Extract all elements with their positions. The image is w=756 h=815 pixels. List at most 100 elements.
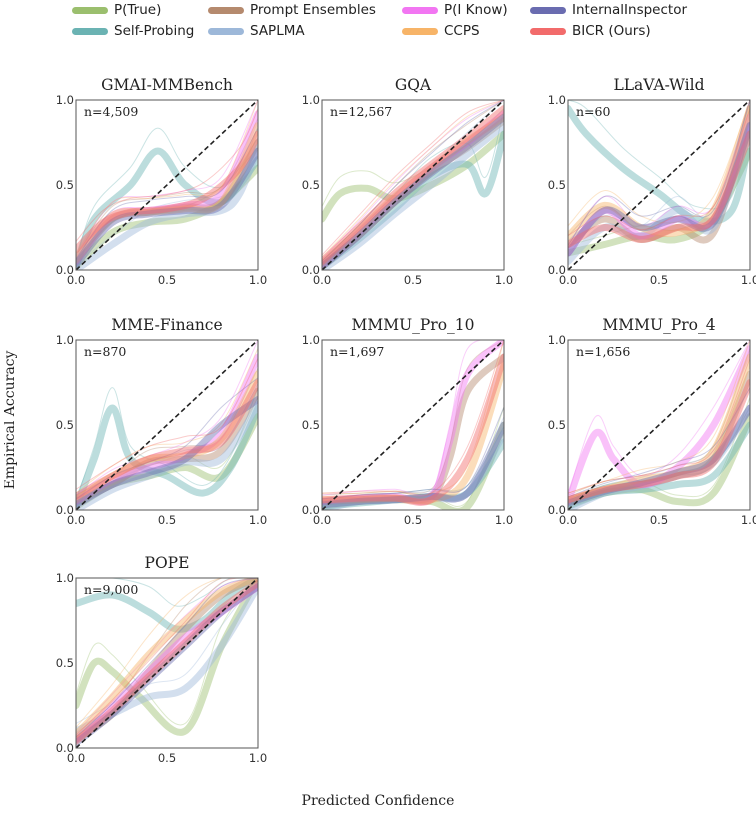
series-line — [568, 404, 750, 507]
plot-frame — [75, 577, 259, 749]
legend-label: P(I Know) — [444, 2, 508, 18]
legend-label: BICR (Ours) — [572, 23, 651, 39]
y-tick-label: 0.0 — [56, 263, 74, 277]
y-tick-label: 1.0 — [548, 93, 566, 107]
series-thin-line — [76, 578, 258, 734]
series-thin-line — [322, 406, 504, 507]
series-line — [322, 122, 504, 270]
series-thin-line — [568, 100, 750, 210]
diagonal-reference — [75, 99, 259, 271]
y-tick-label: 0.5 — [56, 178, 74, 192]
series-group — [322, 100, 504, 270]
panel-title: MME-Finance — [111, 316, 222, 334]
y-axis-label-container: Empirical Accuracy — [2, 300, 24, 540]
legend-item: CCPS — [402, 23, 480, 39]
y-tick-label: 0.5 — [548, 178, 566, 192]
series-line — [322, 353, 504, 505]
legend-item: P(I Know) — [402, 2, 508, 18]
series-thin-line — [322, 340, 504, 496]
series-line — [568, 413, 750, 509]
diagonal-reference — [75, 339, 259, 511]
series-thin-line — [322, 100, 504, 266]
series-line — [76, 578, 258, 743]
y-tick-label: 0.5 — [56, 656, 74, 670]
series-line — [568, 122, 750, 265]
series-thin-line — [568, 100, 750, 236]
series-thin-line — [322, 340, 504, 497]
x-tick-label: 1.0 — [495, 513, 513, 527]
series-thin-line — [322, 340, 504, 496]
series-line — [76, 379, 258, 500]
y-tick-label: 1.0 — [548, 333, 566, 347]
series-thin-line — [568, 387, 750, 506]
x-tick-label: 0.0 — [67, 513, 85, 527]
legend-swatch — [72, 27, 108, 35]
diagonal-reference — [75, 577, 259, 749]
x-tick-label: 0.5 — [158, 273, 176, 287]
sample-count-label: n=1,656 — [576, 344, 630, 359]
series-line — [76, 130, 258, 254]
series-line — [322, 113, 504, 267]
panel-title: GMAI-MMBench — [101, 76, 233, 94]
legend-item: Self-Probing — [72, 23, 194, 39]
x-tick-label: 1.0 — [741, 273, 756, 287]
diagonal-reference — [321, 339, 505, 511]
series-line — [76, 147, 258, 270]
y-tick-label: 0.0 — [548, 503, 566, 517]
series-thin-line — [76, 578, 258, 736]
y-tick-label: 0.5 — [548, 418, 566, 432]
series-line — [568, 370, 750, 505]
x-tick-label: 0.0 — [559, 513, 577, 527]
series-thin-line — [76, 118, 258, 256]
series-group — [568, 100, 750, 265]
series-thin-line — [568, 340, 750, 496]
plot-frame — [75, 99, 259, 271]
x-tick-label: 0.0 — [67, 751, 85, 765]
series-thin-line — [568, 127, 750, 246]
series-thin-line — [568, 340, 750, 494]
series-line — [568, 105, 750, 240]
panel: MME-Finance n=870 0.0 0.5 1.0 0.0 0.5 1.0 — [56, 316, 267, 527]
series-thin-line — [76, 578, 258, 734]
diagonal-reference — [567, 339, 751, 511]
series-thin-line — [76, 127, 258, 260]
series-line — [322, 340, 504, 506]
x-tick-label: 1.0 — [495, 273, 513, 287]
legend-item: BICR (Ours) — [530, 23, 651, 39]
series-line — [76, 122, 258, 264]
series-line — [322, 430, 504, 510]
series-line — [322, 438, 504, 510]
plot-frame — [567, 99, 751, 271]
series-group — [76, 340, 258, 510]
x-tick-label: 0.0 — [313, 273, 331, 287]
series-thin-line — [76, 578, 258, 724]
series-thin-line — [76, 108, 258, 242]
series-thin-line — [568, 100, 750, 256]
legend-label: InternalInspector — [572, 2, 688, 18]
series-thin-line — [76, 377, 258, 500]
series-thin-line — [322, 100, 504, 262]
series-line — [76, 144, 258, 270]
y-tick-label: 1.0 — [56, 571, 74, 585]
series-thin-line — [568, 387, 750, 498]
panel-title: MMMU_Pro_10 — [351, 316, 474, 334]
panel-title: LLaVA-Wild — [613, 76, 704, 94]
x-tick-label: 0.5 — [650, 273, 668, 287]
series-line — [76, 413, 258, 510]
y-tick-label: 0.5 — [56, 418, 74, 432]
series-line — [76, 404, 258, 510]
series-group — [322, 340, 504, 510]
series-line — [76, 578, 258, 738]
series-thin-line — [322, 108, 504, 262]
series-thin-line — [568, 100, 750, 246]
y-tick-label: 0.0 — [302, 503, 320, 517]
x-tick-label: 0.5 — [650, 513, 668, 527]
series-thin-line — [322, 100, 504, 262]
series-thin-line — [76, 367, 258, 496]
series-group — [568, 340, 750, 510]
series-line — [76, 578, 258, 633]
x-tick-label: 0.5 — [158, 751, 176, 765]
series-thin-line — [76, 578, 258, 607]
